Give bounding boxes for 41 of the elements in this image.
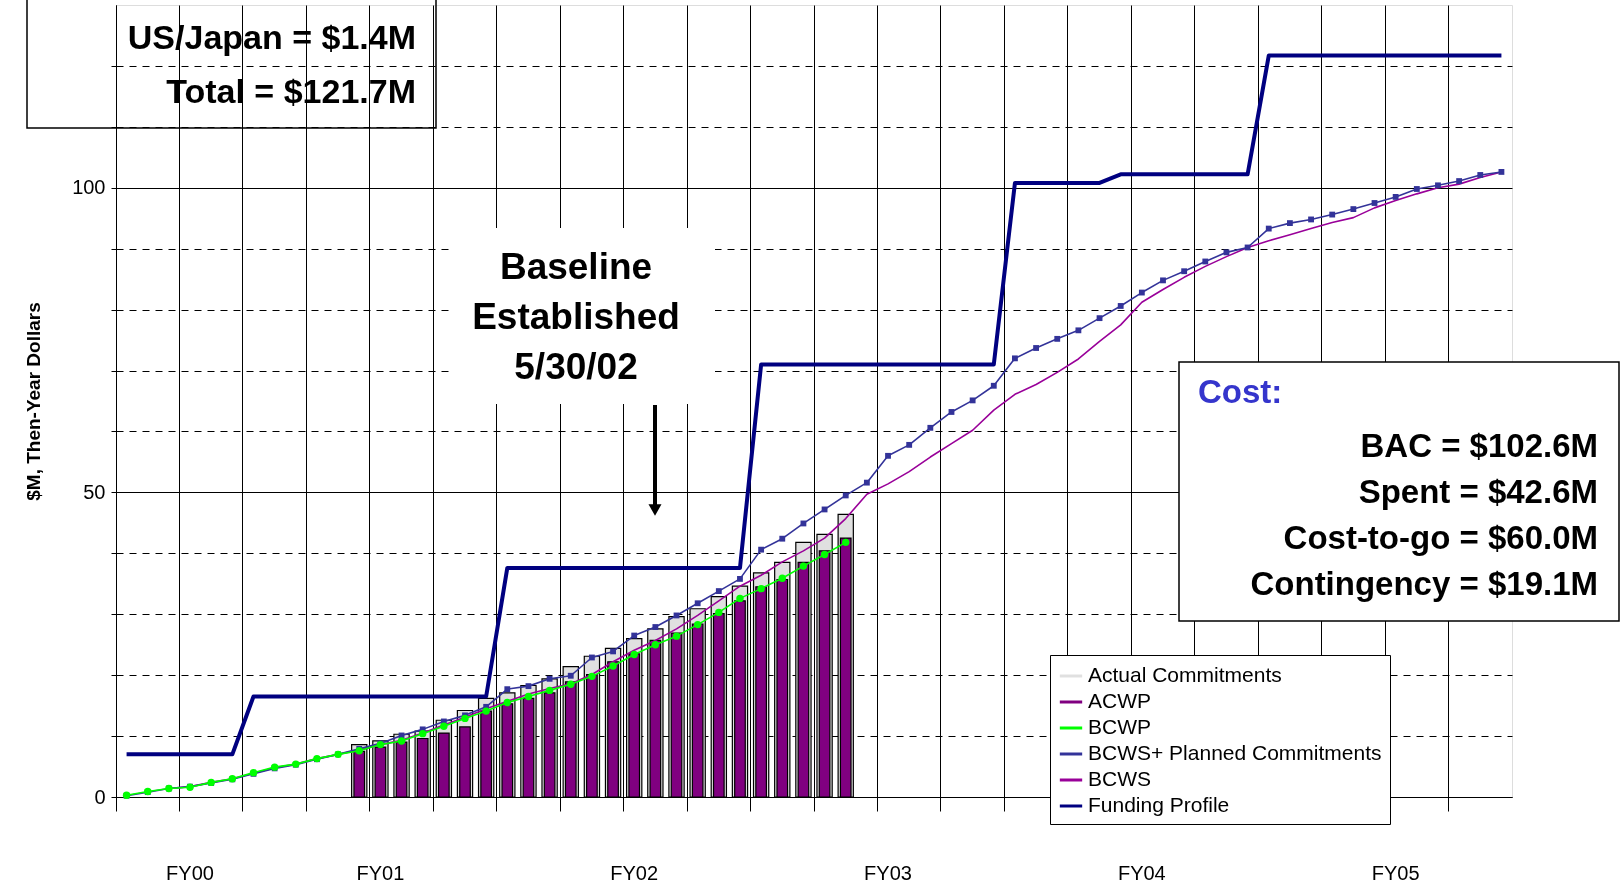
point — [588, 672, 596, 681]
x-tick-label: FY04 — [1117, 861, 1166, 884]
y-tick-label: 0 — [94, 785, 106, 808]
point — [820, 550, 829, 559]
legend-label: BCWS — [1088, 767, 1151, 790]
y-axis-title: $M, Then-Year Dollars — [23, 302, 45, 501]
point — [799, 562, 808, 570]
y-tick-label: 100 — [72, 176, 106, 199]
x-tick-label: FY01 — [356, 861, 405, 884]
point — [609, 662, 617, 670]
legend-label: ACWP — [1088, 689, 1151, 712]
point — [693, 620, 702, 629]
point — [440, 722, 448, 731]
x-tick-label: FY05 — [1371, 861, 1420, 884]
annotation: BAC = $102.6M Spent = $42.6M Cost-to-go = $60.0M Contingency = $19.1M — [1250, 427, 1598, 602]
point — [461, 714, 469, 723]
point — [757, 584, 765, 593]
annotation: Cost: — [1198, 373, 1283, 410]
point — [418, 729, 427, 738]
point — [545, 686, 554, 695]
point — [715, 608, 723, 617]
point — [524, 692, 533, 701]
legend-label: Actual Commitments — [1088, 663, 1282, 686]
point — [630, 650, 638, 659]
x-tick-label: FY00 — [166, 861, 214, 884]
point — [482, 707, 490, 715]
x-tick-label: FY02 — [610, 861, 659, 884]
legend-label: Funding Profile — [1088, 793, 1230, 816]
point — [651, 640, 660, 649]
y-tick-label: 50 — [83, 480, 106, 503]
legend-label: BCWP — [1088, 715, 1151, 738]
point — [567, 680, 575, 688]
point — [736, 594, 744, 603]
point — [503, 698, 512, 707]
annotation: Baseline Established 5/30/02 — [472, 246, 680, 387]
point — [842, 538, 850, 547]
point — [397, 737, 406, 745]
point — [778, 574, 786, 582]
point — [672, 632, 681, 640]
legend-label: BCWS+ Planned Commitments — [1088, 741, 1382, 764]
x-tick-label: FY03 — [864, 861, 912, 884]
